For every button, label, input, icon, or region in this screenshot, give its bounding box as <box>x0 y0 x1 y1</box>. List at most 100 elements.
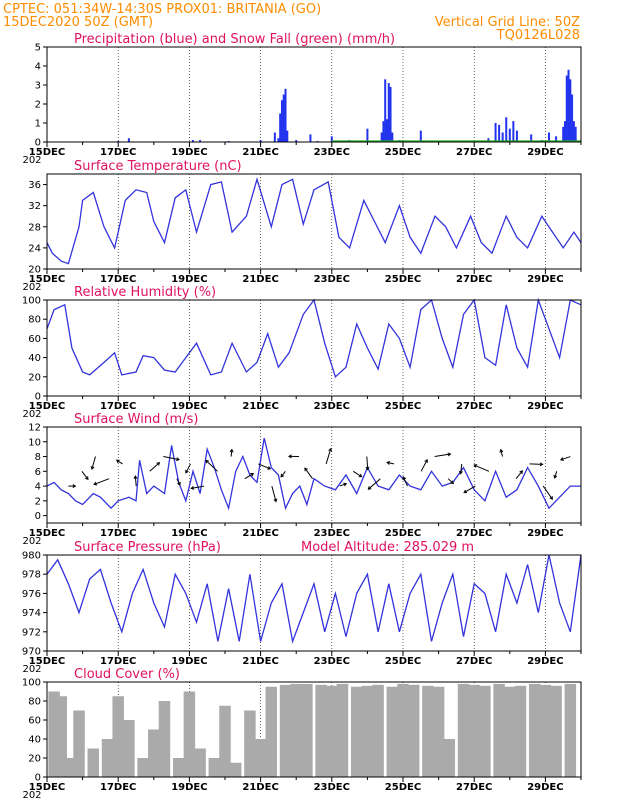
panel-frame <box>47 47 581 142</box>
y-tick-label: 40 <box>28 735 41 746</box>
bar <box>504 687 516 777</box>
bar <box>384 79 386 142</box>
header-model-code: TQ0126L028 <box>496 28 580 43</box>
y-tick-label: 100 <box>22 678 41 689</box>
bar <box>498 125 500 142</box>
x-tick-label: 21DEC <box>242 401 278 412</box>
bar <box>128 138 130 142</box>
panel-title: Cloud Cover (%) <box>74 667 180 682</box>
series-line <box>47 438 581 508</box>
bar <box>173 758 185 777</box>
bar <box>219 706 231 777</box>
y-tick-label: 24 <box>28 243 41 254</box>
bar <box>575 127 577 142</box>
wind-arrow <box>82 471 88 479</box>
bar <box>573 121 575 142</box>
series-line <box>47 179 581 263</box>
bar <box>505 117 507 142</box>
bar <box>63 758 75 777</box>
bar <box>279 114 281 143</box>
x-year-stub: 202 <box>22 282 41 293</box>
bar <box>372 685 384 777</box>
y-tick-label: 5 <box>35 43 41 54</box>
y-tick-label: 2 <box>35 496 41 507</box>
y-tick-label: 10 <box>28 437 41 448</box>
bar <box>366 129 368 142</box>
y-tick-label: 32 <box>28 201 41 212</box>
bar <box>148 730 160 778</box>
bar <box>565 684 577 777</box>
x-tick-label: 25DEC <box>385 528 421 539</box>
x-tick-label: 19DEC <box>171 147 207 158</box>
x-tick-label: 27DEC <box>456 782 492 793</box>
x-year-stub: 202 <box>22 790 41 800</box>
header-line2: 15DEC2020 50Z (GMT) <box>3 15 153 30</box>
bar <box>230 763 242 777</box>
bar <box>184 692 196 778</box>
bar <box>433 687 445 777</box>
x-tick-label: 21DEC <box>242 656 278 667</box>
x-tick-label: 23DEC <box>314 782 350 793</box>
x-tick-label: 19DEC <box>171 528 207 539</box>
bar <box>326 686 338 777</box>
bar <box>550 686 562 777</box>
bar <box>569 79 571 142</box>
bar <box>274 133 276 143</box>
bar <box>286 131 288 142</box>
y-tick-label: 8 <box>35 452 41 463</box>
bar <box>516 131 518 142</box>
y-tick-label: 20 <box>28 372 41 383</box>
panel-title: Relative Humidity (%) <box>74 285 216 300</box>
bar <box>266 687 278 777</box>
y-tick-label: 1 <box>35 119 41 130</box>
wind-arrow <box>326 449 331 464</box>
bar <box>102 739 114 777</box>
x-year-stub: 202 <box>22 536 41 547</box>
x-tick-label: 25DEC <box>385 401 421 412</box>
series-line <box>47 555 581 641</box>
x-tick-label: 17DEC <box>100 274 136 285</box>
bar <box>337 684 349 777</box>
bar <box>387 687 399 777</box>
bar <box>301 684 313 777</box>
bar <box>351 687 363 777</box>
wind-arrow <box>150 463 160 472</box>
x-tick-label: 29DEC <box>527 274 563 285</box>
y-tick-label: 4 <box>35 482 41 493</box>
bar <box>137 758 149 777</box>
x-tick-label: 25DEC <box>385 656 421 667</box>
bar <box>512 121 514 142</box>
wind-arrow <box>543 486 552 499</box>
x-tick-label: 21DEC <box>242 528 278 539</box>
y-tick-label: 60 <box>28 716 41 727</box>
panel-title: Precipitation (blue) and Snow Fall (gree… <box>74 32 395 47</box>
bar <box>562 127 564 142</box>
y-tick-label: 2 <box>35 100 41 111</box>
panel-annotation: Model Altitude: 285.029 m <box>301 540 474 555</box>
x-tick-label: 25DEC <box>385 147 421 158</box>
bar <box>397 684 409 777</box>
bar <box>390 87 392 142</box>
x-tick-label: 17DEC <box>100 147 136 158</box>
bar <box>495 123 497 142</box>
wind-arrow <box>474 465 489 471</box>
x-tick-label: 25DEC <box>385 274 421 285</box>
wind-arrow <box>305 468 313 479</box>
x-tick-label: 25DEC <box>385 782 421 793</box>
x-tick-label: 21DEC <box>242 274 278 285</box>
wind-arrow <box>272 486 276 501</box>
y-tick-label: 60 <box>28 334 41 345</box>
y-tick-label: 80 <box>28 315 41 326</box>
x-tick-label: 29DEC <box>527 528 563 539</box>
panel-title: Surface Pressure (hPa) <box>74 540 221 555</box>
bar <box>566 76 568 143</box>
series-line <box>47 300 581 377</box>
bar <box>515 686 527 777</box>
y-tick-label: 20 <box>28 754 41 765</box>
